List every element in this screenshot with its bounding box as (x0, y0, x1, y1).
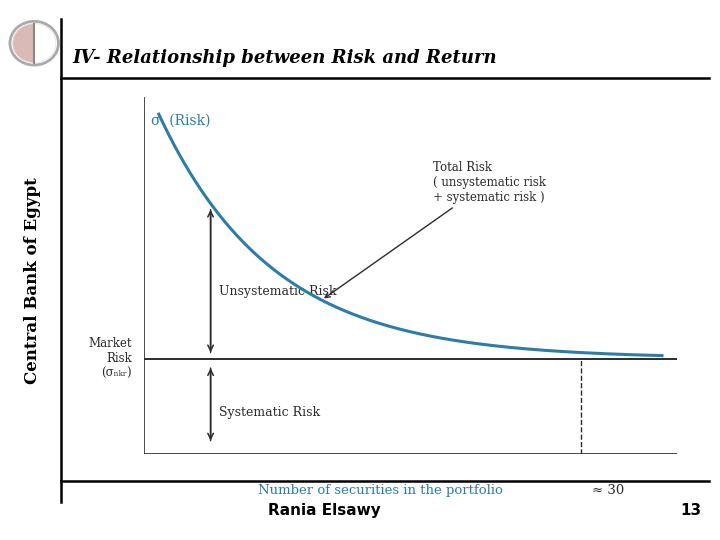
Text: ≈ 30: ≈ 30 (593, 484, 625, 497)
Text: Unsystematic Risk: Unsystematic Risk (220, 285, 337, 298)
Text: Total Risk
( unsystematic risk
+ systematic risk ): Total Risk ( unsystematic risk + systema… (325, 160, 546, 298)
Text: σ  (Risk): σ (Risk) (151, 114, 211, 128)
Text: Number of securities in the portfolio: Number of securities in the portfolio (258, 484, 503, 497)
Circle shape (12, 24, 56, 63)
Text: Rania Elsawy: Rania Elsawy (268, 503, 380, 518)
Wedge shape (34, 25, 55, 62)
Text: Central Bank of Egypt: Central Bank of Egypt (24, 178, 41, 384)
Text: 13: 13 (680, 503, 702, 518)
Text: Market
Risk
(σₙₖᵣ): Market Risk (σₙₖᵣ) (89, 337, 132, 380)
Text: IV- Relationship between Risk and Return: IV- Relationship between Risk and Return (72, 49, 497, 66)
Wedge shape (14, 25, 34, 62)
Text: Systematic Risk: Systematic Risk (220, 407, 320, 420)
